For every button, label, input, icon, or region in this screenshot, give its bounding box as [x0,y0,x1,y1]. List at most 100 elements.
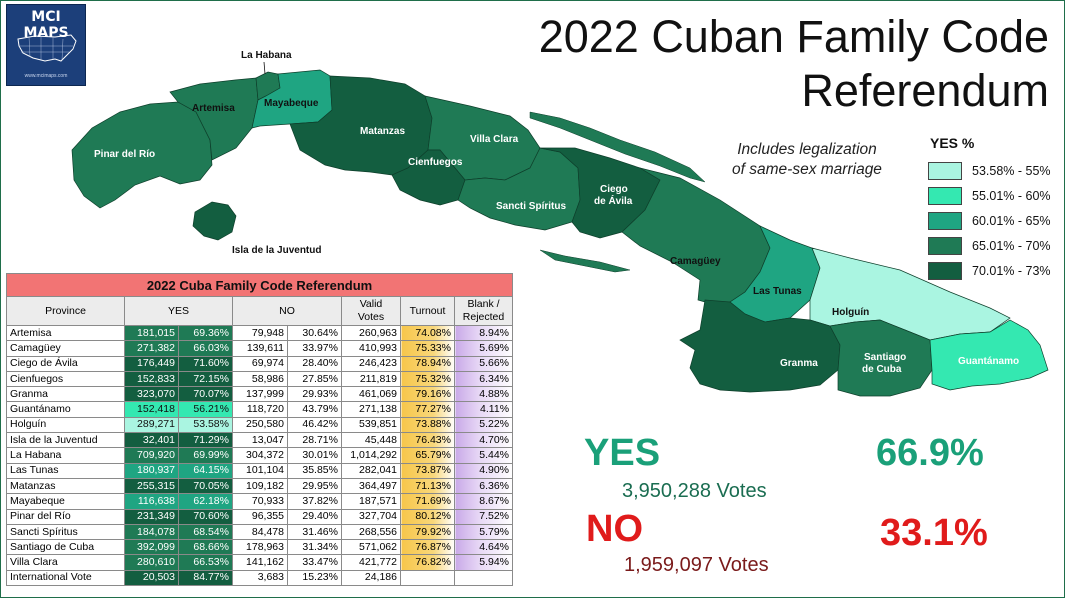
no-votes: 1,959,097 Votes [624,554,769,576]
cell-no-pct: 28.71% [287,432,342,449]
cell-no-pct: 31.34% [287,539,342,556]
cell-no-votes: 3,683 [232,569,288,587]
cell-yes-pct: 70.05% [178,477,233,495]
cell-turnout: 76.43% [400,432,455,449]
col-province-header: Province [6,296,125,326]
legend-item: 53.58% - 55% [928,158,1063,183]
table-row: Las Tunas 180,937 64.15% 101,104 35.85% 282,0… [6,462,514,479]
cell-valid-votes: 461,069 [341,386,401,403]
title-line-1: 2022 Cuban Family Code [538,11,1049,62]
cell-no-votes: 141,162 [232,554,288,571]
cell-yes-pct: 70.60% [178,508,233,525]
col-yes-header: YES [124,296,233,326]
cell-yes-pct: 71.60% [178,355,233,372]
col-turnout-header: Turnout [400,296,455,326]
cell-turnout: 79.16% [400,386,455,403]
label-camaguey: Camagüey [670,256,721,267]
cell-yes-votes: 152,833 [124,370,179,388]
province-granma [679,299,841,393]
table-row: Villa Clara 280,610 66.53% 141,162 33.47% 421… [6,554,514,571]
cell-yes-pct: 70.07% [178,386,233,403]
legend-label: 55.01% - 60% [972,188,1051,203]
note-line-2: of same-sex marriage [732,161,882,178]
cell-province: International Vote [6,569,125,587]
cell-turnout: 80.12% [400,508,455,525]
la-habana-leader [263,61,266,75]
cell-valid-votes: 410,993 [341,340,401,357]
table-row: Mayabeque 116,638 62.18% 70,933 37.82% 187,57… [6,493,514,510]
cell-turnout: 73.87% [400,462,455,479]
cell-valid-votes: 421,772 [341,554,401,571]
cell-yes-pct: 72.15% [178,370,233,388]
legend-label: 60.01% - 65% [972,213,1051,228]
cell-no-pct: 31.46% [287,523,342,541]
legend-label: 65.01% - 70% [972,238,1051,253]
valid-header-line1: Valid [359,298,383,310]
cell-yes-votes: 32,401 [124,432,179,449]
mci-maps-logo: MCI MAPS www.mcimaps.com [6,4,86,86]
title-line-2: Referendum [801,65,1049,116]
legend-label: 53.58% - 55% [972,163,1051,178]
blank-header-line1: Blank / [467,298,500,310]
cell-province: Villa Clara [6,554,125,571]
cell-no-votes: 96,355 [232,508,288,525]
table-row: La Habana 709,920 69.99% 304,372 30.01% 1,014… [6,447,514,464]
cell-no-pct: 33.47% [287,554,342,571]
cell-yes-votes: 116,638 [124,493,179,510]
label-ciego-line2: de Ávila [594,194,633,207]
cell-no-pct: 33.97% [287,340,342,357]
cell-no-votes: 137,999 [232,386,288,403]
legend-header: YES % [930,135,975,151]
cell-no-pct: 29.93% [287,386,342,403]
cell-yes-votes: 289,271 [124,416,179,434]
cell-turnout: 71.69% [400,493,455,510]
cell-no-votes: 109,182 [232,477,288,495]
cell-province: Santiago de Cuba [6,539,125,556]
cell-valid-votes: 282,041 [341,462,401,479]
cell-turnout: 74.08% [400,324,455,342]
cell-no-pct: 29.40% [287,508,342,525]
label-cienfuegos: Cienfuegos [408,157,463,168]
province-guantanamo [929,319,1049,391]
cell-no-votes: 84,478 [232,523,288,541]
cell-yes-votes: 392,099 [124,539,179,556]
cell-blank [453,569,514,587]
col-no-header: NO [232,296,342,326]
cell-turnout: 76.82% [400,554,455,571]
legend-label: 70.01% - 73% [972,263,1051,278]
cell-blank: 4.90% [453,462,514,479]
cell-yes-pct: 66.53% [178,554,233,571]
cell-turnout: 75.32% [400,370,455,388]
table-row: Camagüey 271,382 66.03% 139,611 33.97% 410,99… [6,340,514,357]
province-artemisa [169,77,259,161]
cell-blank: 5.94% [453,554,514,571]
cell-province: Guantánamo [6,401,125,418]
cell-province: Sancti Spíritus [6,523,125,541]
table-row: International Vote 20,503 84.77% 3,683 15.23… [6,569,514,587]
cell-yes-pct: 66.03% [178,340,233,357]
cell-no-votes: 79,948 [232,324,288,342]
cell-yes-votes: 255,315 [124,477,179,495]
cell-province: Mayabeque [6,493,125,510]
table-row: Ciego de Ávila 176,449 71.60% 69,974 28.40% 2… [6,355,514,372]
cell-no-votes: 118,720 [232,401,288,418]
cell-yes-pct: 84.77% [178,569,233,587]
cell-yes-votes: 20,503 [124,569,179,587]
province-pinar-del-rio [71,101,213,209]
cell-province: Isla de la Juventud [6,432,125,449]
province-ciego-de-avila [539,147,661,239]
table-row: Holguín 289,271 53.58% 250,580 46.42% 539,851… [6,416,514,434]
cell-no-votes: 304,372 [232,447,288,464]
cell-turnout: 79.92% [400,523,455,541]
cell-yes-votes: 231,349 [124,508,179,525]
cell-yes-votes: 180,937 [124,462,179,479]
yes-percent: 66.9% [876,432,984,474]
table-body: Artemisa 181,015 69.36% 79,948 30.64% 260,963… [6,324,514,587]
cell-blank: 8.67% [453,493,514,510]
map-title: 2022 Cuban Family Code Referendum [449,10,1049,118]
cell-yes-votes: 271,382 [124,340,179,357]
cell-province: Pinar del Río [6,508,125,525]
cell-valid-votes: 1,014,292 [341,447,401,464]
label-las-tunas: Las Tunas [753,286,802,297]
